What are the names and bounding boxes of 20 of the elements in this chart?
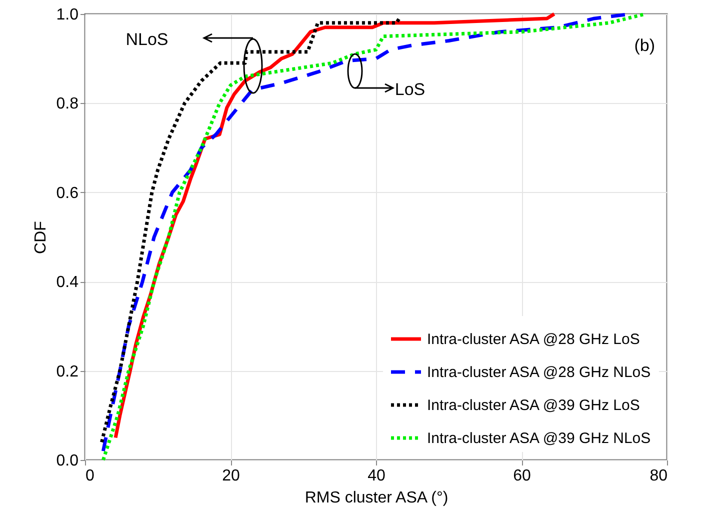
x-tick-label: 0 <box>86 468 94 484</box>
y-tick-label: 0.2 <box>56 363 79 380</box>
y-tick-label: 0.4 <box>56 274 79 292</box>
annotation: LoS <box>394 80 426 99</box>
legend-label: Intra-cluster ASA @28 GHz NLoS <box>427 364 651 381</box>
y-tick-label: 1.0 <box>56 6 79 24</box>
x-tick-label: 80 <box>650 468 668 484</box>
x-tick-label: 40 <box>368 468 386 484</box>
y-tick-label: 0.0 <box>56 452 79 470</box>
legend-label: Intra-cluster ASA @39 GHz LoS <box>427 397 640 414</box>
x-axis-title: RMS cluster ASA (°) <box>304 490 448 506</box>
y-tick-label: 0.6 <box>56 184 79 202</box>
annotation: NLoS <box>126 30 168 49</box>
legend-label: Intra-cluster ASA @28 GHz LoS <box>427 331 640 348</box>
annotation: (b) <box>634 36 655 55</box>
legend-label: Intra-cluster ASA @39 GHz NLoS <box>427 430 651 447</box>
y-axis-title: CDF <box>32 220 50 254</box>
x-tick-label: 60 <box>513 468 531 484</box>
x-tick-label: 20 <box>222 468 240 484</box>
y-tick-label: 0.8 <box>56 96 79 113</box>
